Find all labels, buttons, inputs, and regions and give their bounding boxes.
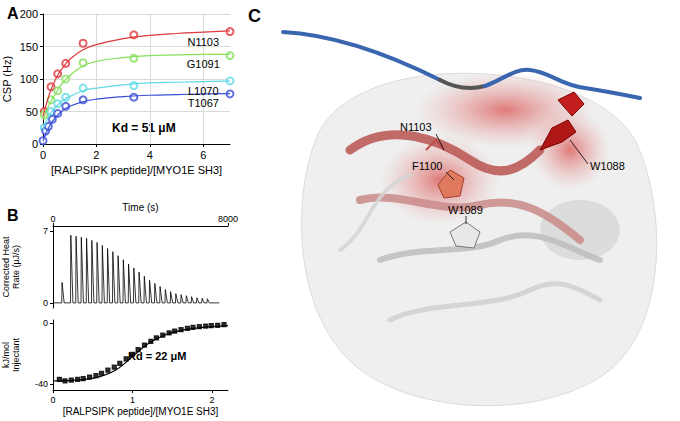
svg-text:0: 0 (50, 395, 55, 405)
svg-text:0: 0 (50, 214, 55, 224)
svg-text:-40: -40 (35, 379, 48, 389)
svg-text:4: 4 (147, 149, 153, 161)
svg-text:200: 200 (20, 8, 38, 20)
svg-text:150: 150 (20, 41, 38, 53)
svg-text:0: 0 (32, 138, 38, 150)
svg-text:W1088: W1088 (590, 160, 625, 172)
svg-text:B: B (7, 207, 19, 224)
svg-text:50: 50 (26, 106, 38, 118)
svg-text:[RALPSIPK peptide]/[MYO1E SH3]: [RALPSIPK peptide]/[MYO1E SH3] (51, 164, 222, 176)
svg-text:T1067: T1067 (188, 97, 219, 109)
svg-text:Injectant: Injectant (11, 337, 21, 372)
svg-text:7: 7 (43, 226, 48, 236)
svg-text:C: C (248, 6, 261, 26)
svg-text:N1103: N1103 (400, 121, 432, 133)
svg-text:W1089: W1089 (448, 204, 483, 216)
svg-text:CSP (Hz): CSP (Hz) (1, 56, 13, 102)
svg-text:Kd = 51 μM: Kd = 51 μM (112, 121, 176, 135)
svg-text:100: 100 (20, 73, 38, 85)
svg-text:Corrected Heat: Corrected Heat (1, 236, 11, 298)
svg-text:[RALPSIPK peptide]/[MYO1E SH3]: [RALPSIPK peptide]/[MYO1E SH3] (63, 406, 219, 417)
svg-text:F1100: F1100 (412, 160, 442, 172)
svg-text:N1103: N1103 (187, 36, 219, 48)
svg-text:0: 0 (43, 318, 48, 328)
svg-text:6: 6 (200, 149, 206, 161)
svg-text:A: A (7, 5, 19, 22)
svg-text:Kd = 22 μM: Kd = 22 μM (128, 349, 187, 362)
svg-text:Rate (μJ/s): Rate (μJ/s) (11, 245, 21, 289)
svg-text:0: 0 (40, 149, 46, 161)
svg-text:kJ/mol: kJ/mol (1, 342, 11, 368)
svg-text:0: 0 (43, 298, 48, 308)
svg-text:Time (s): Time (s) (122, 202, 158, 213)
svg-text:2: 2 (210, 395, 215, 405)
svg-text:8000: 8000 (218, 214, 238, 224)
svg-text:2: 2 (93, 149, 99, 161)
svg-text:G1091: G1091 (187, 58, 220, 70)
svg-text:L1070: L1070 (188, 85, 219, 97)
svg-text:1: 1 (130, 395, 135, 405)
